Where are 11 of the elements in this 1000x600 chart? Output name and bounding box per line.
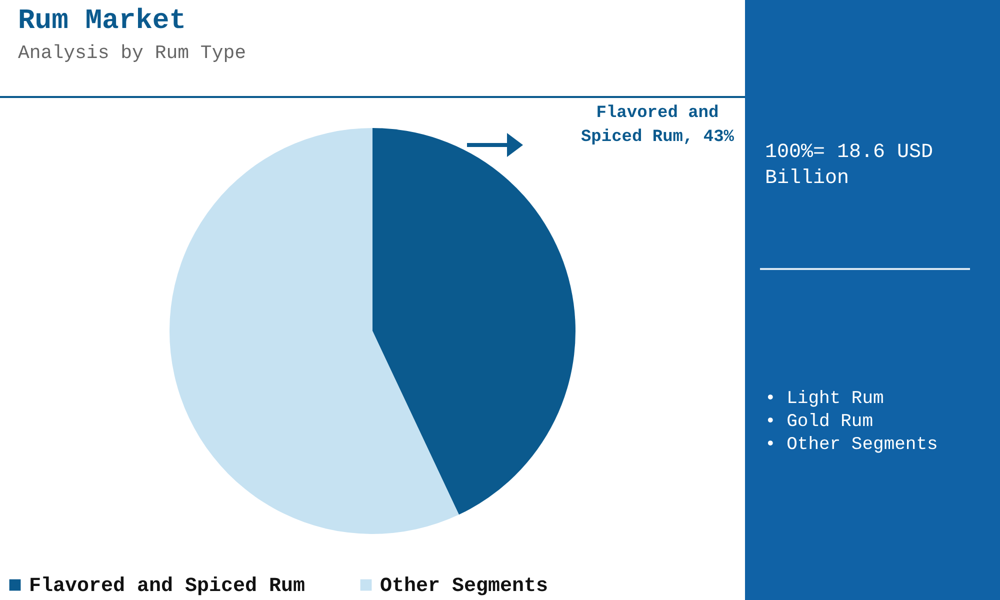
text: • Light Rum [765, 388, 885, 411]
text: • Other Segments [765, 434, 938, 457]
data-label: Flavored and Spiced Rum, 43% [580, 103, 736, 149]
pie-slice [170, 128, 459, 534]
chart-subtitle: Analysis by Rum Type [18, 42, 246, 64]
text: • Gold Rum [765, 411, 874, 434]
legend-label: Flavored and Spiced Rum [29, 575, 306, 598]
legend-label: Other Segments [380, 575, 548, 598]
text: 100%= 18.6 USD Billion [765, 140, 934, 192]
pie-slice [372, 128, 576, 515]
chart-title: Rum Market [18, 6, 186, 37]
